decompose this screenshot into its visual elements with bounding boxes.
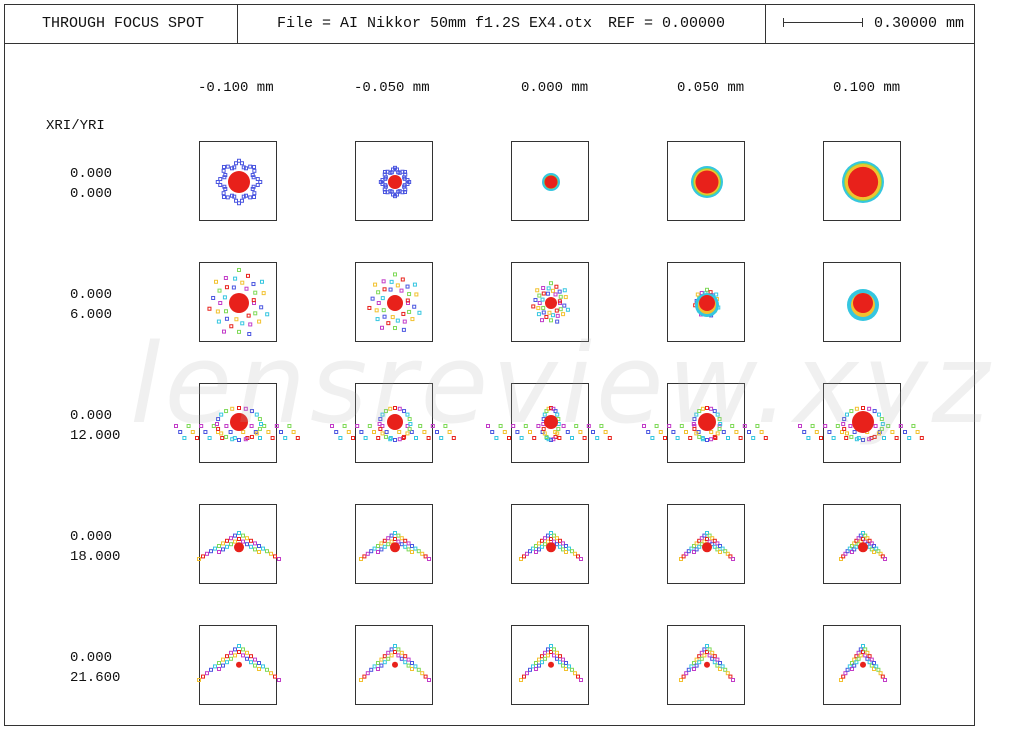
spot-cell — [330, 383, 456, 463]
plot-title: THROUGH FOCUS SPOT — [42, 15, 205, 32]
spot-cell — [355, 141, 433, 221]
spot-cell — [486, 383, 612, 463]
spot-cell — [511, 504, 589, 584]
spot-cell — [199, 141, 277, 221]
spot-cell — [667, 141, 745, 221]
spot-cell — [355, 504, 433, 584]
spot-cell — [197, 504, 281, 584]
ref-label: REF = 0.00000 — [608, 15, 726, 32]
defocus-label: 0.000 mm — [521, 80, 589, 96]
spot-cell — [823, 504, 901, 584]
spot-cell — [511, 141, 589, 221]
defocus-label: -0.050 mm — [354, 80, 430, 96]
spot-cell — [823, 141, 901, 221]
field-label: 0.000 12.000 — [70, 408, 121, 444]
field-label: 0.000 18.000 — [70, 529, 121, 565]
header-divider — [237, 4, 238, 43]
file-label: File = AI Nikkor 50mm f1.2S EX4.otx — [277, 15, 593, 32]
field-label: 0.000 6.000 — [70, 287, 113, 323]
field-label: 0.000 21.600 — [70, 650, 121, 686]
scale-bar — [783, 18, 863, 27]
scale-label: 0.30000 mm — [874, 15, 965, 32]
plot-frame — [4, 4, 975, 726]
spot-cell — [823, 625, 901, 705]
spot-cell — [667, 262, 745, 342]
spot-cell — [642, 383, 768, 463]
field-header: XRI/YRI — [46, 118, 105, 134]
spot-cell — [511, 625, 589, 705]
spot-cell — [199, 262, 277, 342]
spot-cell — [355, 625, 433, 705]
defocus-label: -0.100 mm — [198, 80, 274, 96]
header-divider — [765, 4, 766, 43]
field-label: 0.000 0.000 — [70, 166, 113, 202]
spot-cell — [667, 504, 745, 584]
spot-cell — [823, 262, 901, 342]
spot-cell — [197, 625, 281, 705]
spot-cell — [667, 625, 745, 705]
spot-cell — [798, 383, 924, 463]
defocus-label: 0.100 mm — [833, 80, 901, 96]
spot-cell — [355, 262, 433, 342]
spot-cell — [511, 262, 589, 342]
spot-cell — [174, 383, 300, 463]
header-bar: THROUGH FOCUS SPOT File = AI Nikkor 50mm… — [4, 4, 975, 44]
defocus-label: 0.050 mm — [677, 80, 745, 96]
